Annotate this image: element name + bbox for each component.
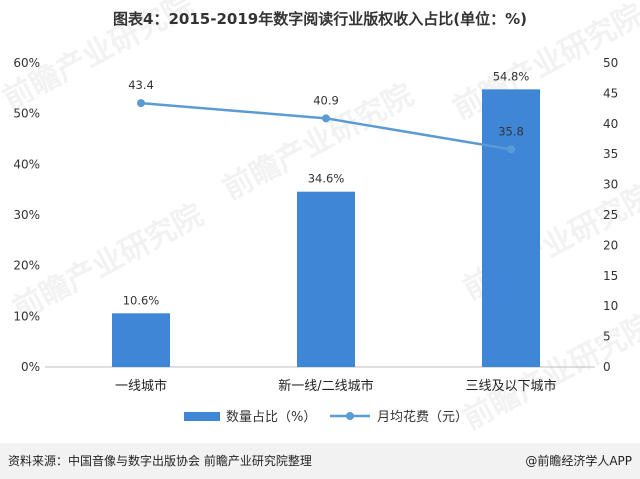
right-y-axis: 0 5 10 15 20 25 30 35 40 45 50	[603, 56, 618, 374]
line-point	[322, 114, 330, 123]
line-point	[137, 99, 145, 108]
category-label: 新一线/二线城市	[278, 378, 373, 394]
right-tick-label: 20	[603, 238, 618, 252]
legend-line-marker	[346, 412, 354, 420]
bar-data-label: 54.8%	[493, 69, 530, 83]
right-tick-label: 15	[603, 269, 618, 283]
category-label: 一线城市	[115, 378, 167, 394]
right-tick-label: 0	[603, 360, 611, 374]
left-tick-label: 60%	[13, 56, 40, 70]
footer-source: 资料来源：中国音像与数字出版协会 前瞻产业研究院整理	[8, 453, 312, 468]
line-point	[507, 145, 515, 154]
legend: 数量占比（%） 月均花费（元）	[184, 409, 468, 425]
legend-bar-label: 数量占比（%）	[226, 410, 316, 425]
line-data-label: 35.8	[498, 124, 524, 138]
left-tick-label: 10%	[13, 309, 40, 323]
left-y-axis: 0% 10% 20% 30% 40% 50% 60%	[13, 56, 40, 374]
line-series: 43.4 40.9 35.8	[128, 78, 524, 154]
bar-series: 10.6% 34.6% 54.8%	[112, 69, 540, 367]
left-tick-label: 40%	[13, 157, 40, 171]
right-tick-label: 40	[603, 117, 618, 131]
left-tick-label: 20%	[13, 259, 40, 273]
right-tick-label: 35	[603, 147, 618, 161]
footer-background	[0, 443, 640, 479]
category-labels: 一线城市 新一线/二线城市 三线及以下城市	[115, 378, 557, 394]
legend-bar-swatch	[184, 412, 220, 421]
line-data-label: 40.9	[313, 93, 339, 107]
left-tick-label: 50%	[13, 107, 40, 121]
right-tick-label: 5	[603, 330, 611, 344]
chart-title: 图表4：2015-2019年数字阅读行业版权收入占比(单位：%)	[113, 10, 527, 28]
legend-line-label: 月均花费（元）	[377, 409, 468, 425]
bar	[482, 89, 540, 367]
right-tick-label: 30	[603, 178, 618, 192]
bar-data-label: 10.6%	[123, 293, 160, 307]
category-label: 三线及以下城市	[465, 378, 556, 394]
bar	[297, 191, 355, 367]
right-tick-label: 25	[603, 208, 618, 222]
right-tick-label: 10	[603, 299, 618, 313]
right-tick-label: 50	[603, 56, 618, 70]
bar-data-label: 34.6%	[308, 172, 345, 186]
left-tick-label: 30%	[13, 208, 40, 222]
right-tick-label: 45	[603, 86, 618, 100]
left-tick-label: 0%	[21, 360, 40, 374]
bar	[112, 313, 170, 367]
footer-brand: @前瞻经济学人APP	[525, 453, 632, 468]
line-data-label: 43.4	[128, 78, 154, 92]
